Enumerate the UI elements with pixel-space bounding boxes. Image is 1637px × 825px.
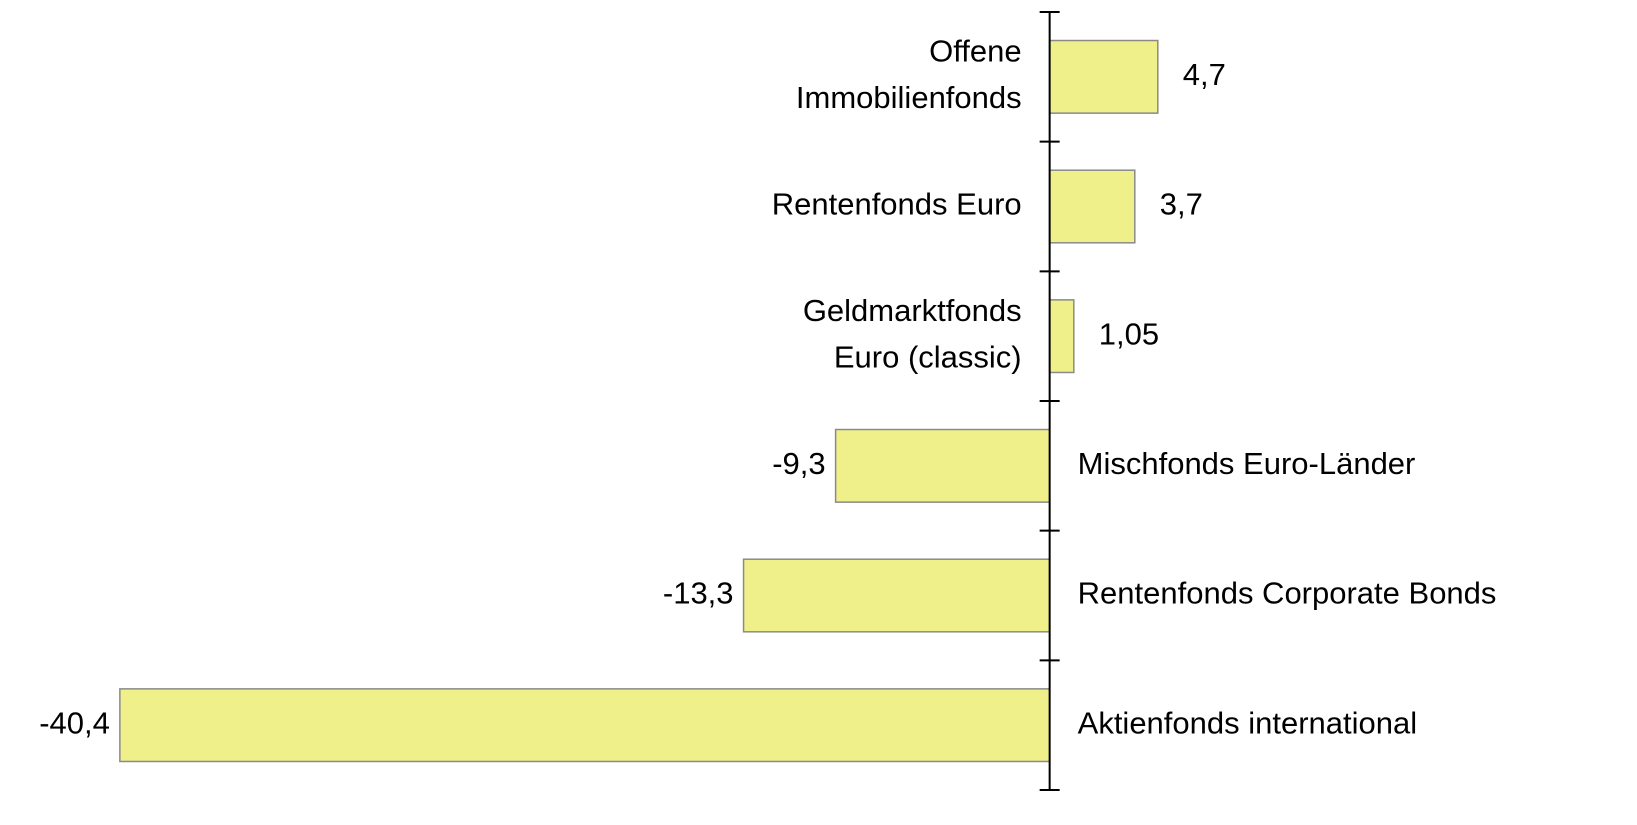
bar — [834, 428, 1051, 503]
bar — [742, 558, 1051, 633]
category-label: Mischfonds Euro-Länder — [1078, 446, 1416, 481]
category-label: Rentenfonds Corporate Bonds — [1078, 576, 1497, 611]
value-label: 1,05 — [1099, 316, 1159, 351]
category-label: Aktienfonds international — [1078, 705, 1418, 740]
bar — [1048, 299, 1075, 374]
bar — [1048, 39, 1159, 114]
bar — [119, 688, 1051, 763]
bar — [1048, 169, 1136, 244]
category-label: Rentenfonds Euro — [772, 187, 1022, 222]
value-label: 4,7 — [1183, 57, 1226, 92]
value-label: 3,7 — [1160, 187, 1203, 222]
value-label: -9,3 — [772, 446, 825, 481]
value-label: -13,3 — [663, 576, 734, 611]
value-label: -40,4 — [39, 705, 110, 740]
category-label: Offene Immobilienfonds — [796, 34, 1022, 116]
category-label: Geldmarktfonds Euro (classic) — [803, 293, 1022, 375]
